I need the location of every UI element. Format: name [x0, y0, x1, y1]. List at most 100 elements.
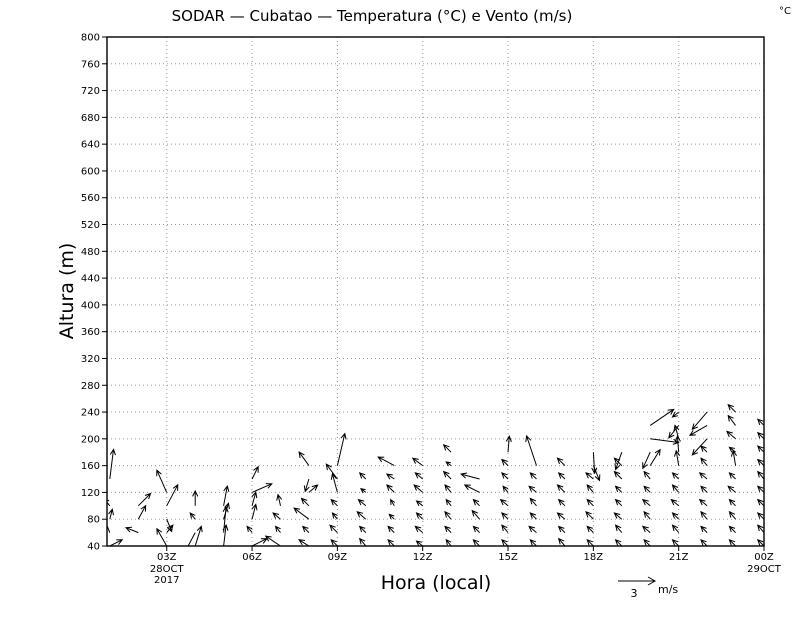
- wind-arrow: [688, 424, 708, 436]
- wind-arrow: [187, 532, 196, 546]
- wind-arrow: [649, 408, 675, 426]
- wind-arrow: [442, 443, 452, 453]
- wind-arrow: [668, 425, 680, 439]
- wind-arrow: [156, 469, 168, 493]
- wind-arrow: [674, 435, 681, 453]
- x-tick-label: 03Z: [157, 552, 177, 563]
- y-tick-label: 720: [81, 86, 100, 97]
- wind-arrow: [613, 470, 623, 480]
- wind-arrow: [698, 472, 708, 480]
- wind-arrow: [325, 463, 338, 480]
- wind-arrow: [671, 472, 680, 480]
- wind-arrow: [336, 432, 347, 466]
- wind-arrow: [643, 470, 651, 480]
- wind-arrow: [499, 498, 509, 507]
- y-tick-label: 80: [87, 515, 100, 526]
- wind-arrow: [505, 435, 512, 453]
- wind-arrow: [471, 509, 480, 520]
- wind-arrow: [124, 526, 139, 534]
- y-tick-label: 760: [81, 59, 100, 70]
- wind-arrow: [298, 539, 310, 546]
- y-tick-label: 440: [81, 274, 100, 285]
- wind-arrow: [700, 457, 708, 466]
- wind-arrow: [276, 493, 283, 506]
- wind-arrow: [501, 512, 509, 520]
- y-axis-label: Altura (m): [56, 243, 78, 340]
- wind-arrow: [330, 472, 338, 493]
- wind-arrow: [386, 484, 395, 493]
- x-tick-sublabel: 2017: [154, 575, 179, 586]
- wind-arrow: [107, 517, 111, 533]
- wind-arrow: [700, 510, 708, 520]
- x-tick-label: 18Z: [584, 552, 604, 563]
- wind-arrow: [308, 484, 319, 493]
- wind-arrow: [472, 525, 480, 533]
- wind-arrow: [166, 483, 179, 507]
- wind-arrow: [501, 472, 509, 480]
- y-tick-label: 280: [81, 381, 100, 392]
- wind-arrow: [757, 524, 764, 533]
- y-tick-label: 560: [81, 193, 100, 204]
- wind-arrow: [415, 500, 424, 507]
- wind-arrow: [137, 492, 152, 507]
- wind-arrow: [329, 524, 338, 533]
- wind-arrow: [643, 510, 651, 520]
- y-tick-label: 360: [81, 327, 100, 338]
- wind-arrow: [359, 488, 367, 494]
- wind-arrow: [251, 538, 268, 546]
- x-tick-label: 06Z: [242, 552, 262, 563]
- y-tick-label: 400: [81, 300, 100, 311]
- wind-arrow: [442, 470, 452, 480]
- wind-arrow: [614, 538, 623, 546]
- wind-arrow: [108, 508, 114, 520]
- x-tick-label: 12Z: [413, 552, 433, 563]
- wind-arrow: [728, 525, 736, 533]
- wind-arrow: [274, 525, 281, 533]
- y-tick-label: 800: [81, 33, 100, 44]
- wind-arrow: [586, 484, 594, 493]
- wind-arrow: [671, 524, 680, 533]
- wind-arrow: [756, 498, 764, 507]
- wind-arrow: [700, 445, 708, 453]
- wind-arrow: [413, 484, 424, 493]
- wind-arrow: [444, 484, 452, 493]
- wind-arrow: [756, 485, 764, 493]
- wind-arrow: [642, 451, 651, 470]
- wind-arrow: [223, 484, 230, 506]
- x-tick-label: 09Z: [328, 552, 348, 563]
- wind-arrow: [700, 525, 708, 533]
- wind-arrow: [138, 545, 140, 546]
- wind-arrow: [726, 430, 736, 440]
- wind-arrow: [415, 512, 424, 520]
- wind-arrow: [356, 511, 367, 520]
- wind-arrow: [698, 498, 708, 507]
- x-tick-sublabel: 28OCT: [150, 564, 185, 575]
- wind-arrow: [730, 449, 738, 466]
- wind-arrow: [251, 483, 273, 493]
- wind-arrow: [502, 485, 509, 493]
- y-tick-label: 320: [81, 354, 100, 365]
- wind-arrow: [331, 512, 338, 520]
- wind-arrow: [528, 525, 537, 533]
- wind-arrow: [272, 512, 281, 520]
- wind-arrow: [463, 484, 480, 493]
- x-tick-label: 15Z: [498, 552, 518, 563]
- y-tick-label: 200: [81, 434, 100, 445]
- wind-arrow: [586, 525, 594, 533]
- wind-arrow: [643, 538, 651, 546]
- wind-arrow: [643, 485, 651, 493]
- wind-arrow: [727, 403, 736, 413]
- wind-arrow: [614, 498, 623, 507]
- wind-arrow: [728, 510, 736, 520]
- wind-arrow: [641, 525, 651, 533]
- wind-arrow: [529, 497, 537, 507]
- wind-arrow: [756, 512, 764, 520]
- wind-arrow: [358, 525, 367, 533]
- wind-arrow: [674, 449, 681, 466]
- wind-arrow: [387, 538, 395, 546]
- y-tick-label: 160: [81, 461, 100, 472]
- wind-arrow: [388, 513, 395, 520]
- wind-arrow: [223, 502, 230, 520]
